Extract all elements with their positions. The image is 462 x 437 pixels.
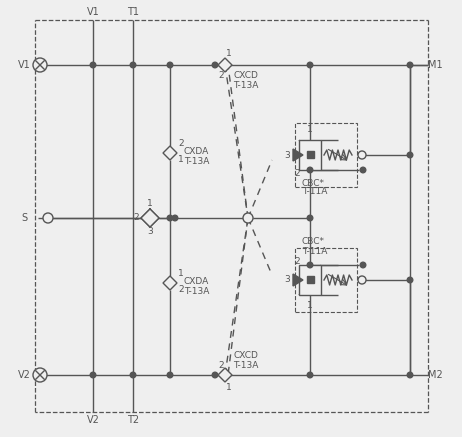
Circle shape xyxy=(167,372,173,378)
Text: 1: 1 xyxy=(226,49,232,58)
Text: 2: 2 xyxy=(133,214,139,222)
Text: M2: M2 xyxy=(428,370,443,380)
Polygon shape xyxy=(218,58,232,72)
Circle shape xyxy=(33,58,47,72)
Text: T-11A: T-11A xyxy=(302,246,328,256)
Text: S: S xyxy=(21,213,27,223)
Circle shape xyxy=(358,276,366,284)
Bar xyxy=(299,140,321,170)
Circle shape xyxy=(307,215,313,221)
Text: 1: 1 xyxy=(226,382,232,392)
Text: T1: T1 xyxy=(127,7,139,17)
Text: T-13A: T-13A xyxy=(233,361,258,370)
Text: 2: 2 xyxy=(294,169,300,177)
Text: 3: 3 xyxy=(284,150,290,160)
Text: V2: V2 xyxy=(86,415,99,425)
Circle shape xyxy=(212,62,218,68)
Polygon shape xyxy=(293,149,303,161)
Text: 1: 1 xyxy=(307,125,313,135)
Circle shape xyxy=(360,167,366,173)
Circle shape xyxy=(407,277,413,283)
Polygon shape xyxy=(293,274,303,286)
Bar xyxy=(307,276,314,283)
Circle shape xyxy=(360,262,366,268)
Circle shape xyxy=(407,152,413,158)
Text: 2: 2 xyxy=(178,139,183,149)
Text: T-13A: T-13A xyxy=(233,80,258,90)
Text: M1: M1 xyxy=(428,60,442,70)
Circle shape xyxy=(43,213,53,223)
Circle shape xyxy=(243,213,253,223)
Circle shape xyxy=(90,62,96,68)
Circle shape xyxy=(167,215,173,221)
Polygon shape xyxy=(141,209,159,227)
Text: CXDA: CXDA xyxy=(184,277,209,285)
Polygon shape xyxy=(163,146,177,160)
Text: 2: 2 xyxy=(218,361,224,370)
Bar xyxy=(295,248,357,312)
Circle shape xyxy=(307,262,313,268)
Polygon shape xyxy=(163,276,177,290)
Circle shape xyxy=(407,372,413,378)
Text: V2: V2 xyxy=(18,370,30,380)
Bar xyxy=(299,265,321,295)
Text: CBC*: CBC* xyxy=(302,237,325,246)
Text: CBC*: CBC* xyxy=(302,178,325,187)
Circle shape xyxy=(172,215,178,221)
Circle shape xyxy=(130,372,136,378)
Circle shape xyxy=(307,372,313,378)
Text: CXDA: CXDA xyxy=(184,146,209,156)
Bar xyxy=(295,123,357,187)
Text: V1: V1 xyxy=(87,7,99,17)
Polygon shape xyxy=(218,368,232,382)
Circle shape xyxy=(307,62,313,68)
Circle shape xyxy=(90,372,96,378)
Text: 2: 2 xyxy=(178,285,183,295)
Text: CXCD: CXCD xyxy=(233,350,258,360)
Text: T-11A: T-11A xyxy=(302,187,328,197)
Text: 1: 1 xyxy=(307,301,313,309)
Circle shape xyxy=(130,62,136,68)
Text: V1: V1 xyxy=(18,60,30,70)
Circle shape xyxy=(33,368,47,382)
Text: 3: 3 xyxy=(284,275,290,284)
Circle shape xyxy=(212,372,218,378)
Circle shape xyxy=(307,167,313,173)
Text: 1: 1 xyxy=(178,270,184,278)
Text: 1: 1 xyxy=(147,200,153,208)
Text: 1: 1 xyxy=(178,156,184,164)
Circle shape xyxy=(358,151,366,159)
Circle shape xyxy=(407,62,413,68)
Text: T2: T2 xyxy=(127,415,139,425)
Text: T-13A: T-13A xyxy=(184,156,209,166)
Text: CXCD: CXCD xyxy=(233,70,258,80)
Text: T-13A: T-13A xyxy=(184,287,209,295)
Bar xyxy=(307,151,314,158)
Text: 2: 2 xyxy=(294,257,300,267)
Text: 2: 2 xyxy=(218,70,224,80)
Circle shape xyxy=(167,62,173,68)
Text: 3: 3 xyxy=(147,228,153,236)
